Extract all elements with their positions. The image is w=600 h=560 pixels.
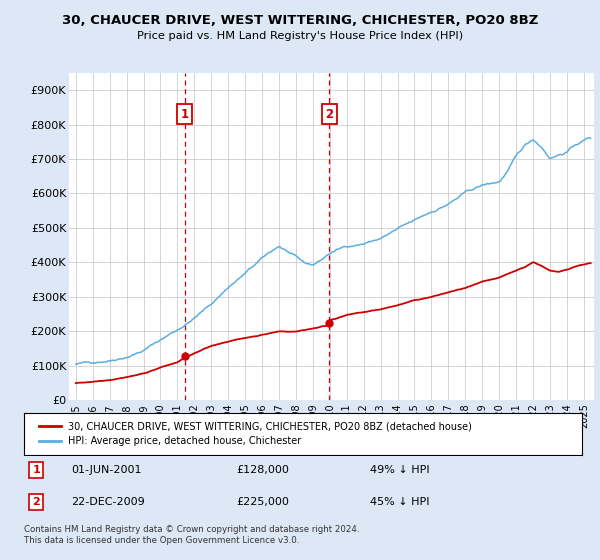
Text: £128,000: £128,000 — [236, 465, 289, 475]
Text: Contains HM Land Registry data © Crown copyright and database right 2024.
This d: Contains HM Land Registry data © Crown c… — [24, 525, 359, 545]
Text: Price paid vs. HM Land Registry's House Price Index (HPI): Price paid vs. HM Land Registry's House … — [137, 31, 463, 41]
Text: 2: 2 — [32, 497, 40, 507]
Text: 49% ↓ HPI: 49% ↓ HPI — [370, 465, 430, 475]
Legend: 30, CHAUCER DRIVE, WEST WITTERING, CHICHESTER, PO20 8BZ (detached house), HPI: A: 30, CHAUCER DRIVE, WEST WITTERING, CHICH… — [34, 417, 477, 451]
Text: 22-DEC-2009: 22-DEC-2009 — [71, 497, 145, 507]
Text: 01-JUN-2001: 01-JUN-2001 — [71, 465, 142, 475]
Text: 30, CHAUCER DRIVE, WEST WITTERING, CHICHESTER, PO20 8BZ: 30, CHAUCER DRIVE, WEST WITTERING, CHICH… — [62, 14, 538, 27]
Text: 1: 1 — [181, 108, 188, 121]
Text: 2: 2 — [325, 108, 334, 121]
Text: 45% ↓ HPI: 45% ↓ HPI — [370, 497, 430, 507]
Text: £225,000: £225,000 — [236, 497, 289, 507]
Text: 1: 1 — [32, 465, 40, 475]
